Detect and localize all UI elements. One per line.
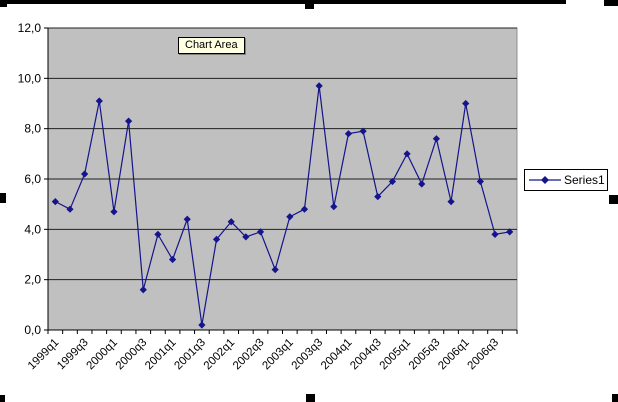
selection-handle-bottom-right[interactable] bbox=[612, 394, 618, 402]
svg-text:2006q3: 2006q3 bbox=[466, 337, 502, 373]
selection-handle-middle-right[interactable] bbox=[609, 195, 618, 204]
svg-text:4,0: 4,0 bbox=[24, 222, 41, 236]
svg-text:2006q1: 2006q1 bbox=[436, 337, 472, 373]
legend[interactable]: Series1 bbox=[524, 169, 608, 191]
svg-text:8,0: 8,0 bbox=[24, 122, 41, 136]
selection-handle-top-right[interactable] bbox=[604, 0, 618, 6]
svg-text:1999q3: 1999q3 bbox=[55, 337, 91, 373]
selection-handle-top-middle[interactable] bbox=[305, 0, 314, 9]
chart-top-border bbox=[0, 0, 566, 4]
svg-text:2001q3: 2001q3 bbox=[172, 337, 208, 373]
svg-text:2000q1: 2000q1 bbox=[84, 337, 120, 373]
legend-series-label: Series1 bbox=[564, 173, 605, 187]
svg-text:0,0: 0,0 bbox=[24, 323, 41, 337]
selection-handle-middle-left[interactable] bbox=[0, 193, 6, 203]
svg-text:2004q3: 2004q3 bbox=[348, 337, 384, 373]
svg-text:12,0: 12,0 bbox=[18, 21, 42, 35]
chart-area-tooltip: Chart Area bbox=[178, 37, 245, 54]
svg-text:2,0: 2,0 bbox=[24, 273, 41, 287]
svg-text:2005q3: 2005q3 bbox=[407, 337, 443, 373]
svg-text:2003q3: 2003q3 bbox=[290, 337, 326, 373]
svg-text:6,0: 6,0 bbox=[24, 172, 41, 186]
svg-text:2001q1: 2001q1 bbox=[143, 337, 179, 373]
svg-text:10,0: 10,0 bbox=[18, 71, 42, 85]
selection-handle-bottom-left[interactable] bbox=[0, 395, 5, 402]
svg-text:2002q3: 2002q3 bbox=[231, 337, 267, 373]
svg-text:2000q3: 2000q3 bbox=[114, 337, 150, 373]
chart-area-tooltip-label: Chart Area bbox=[185, 39, 238, 51]
selection-handle-top-left[interactable] bbox=[0, 0, 7, 7]
svg-text:1999q1: 1999q1 bbox=[26, 337, 62, 373]
svg-text:2003q1: 2003q1 bbox=[260, 337, 296, 373]
selection-handle-bottom-middle[interactable] bbox=[306, 394, 315, 402]
svg-text:2004q1: 2004q1 bbox=[319, 337, 355, 373]
svg-text:2005q1: 2005q1 bbox=[378, 337, 414, 373]
svg-text:2002q1: 2002q1 bbox=[202, 337, 238, 373]
legend-series-marker-icon bbox=[529, 176, 561, 184]
